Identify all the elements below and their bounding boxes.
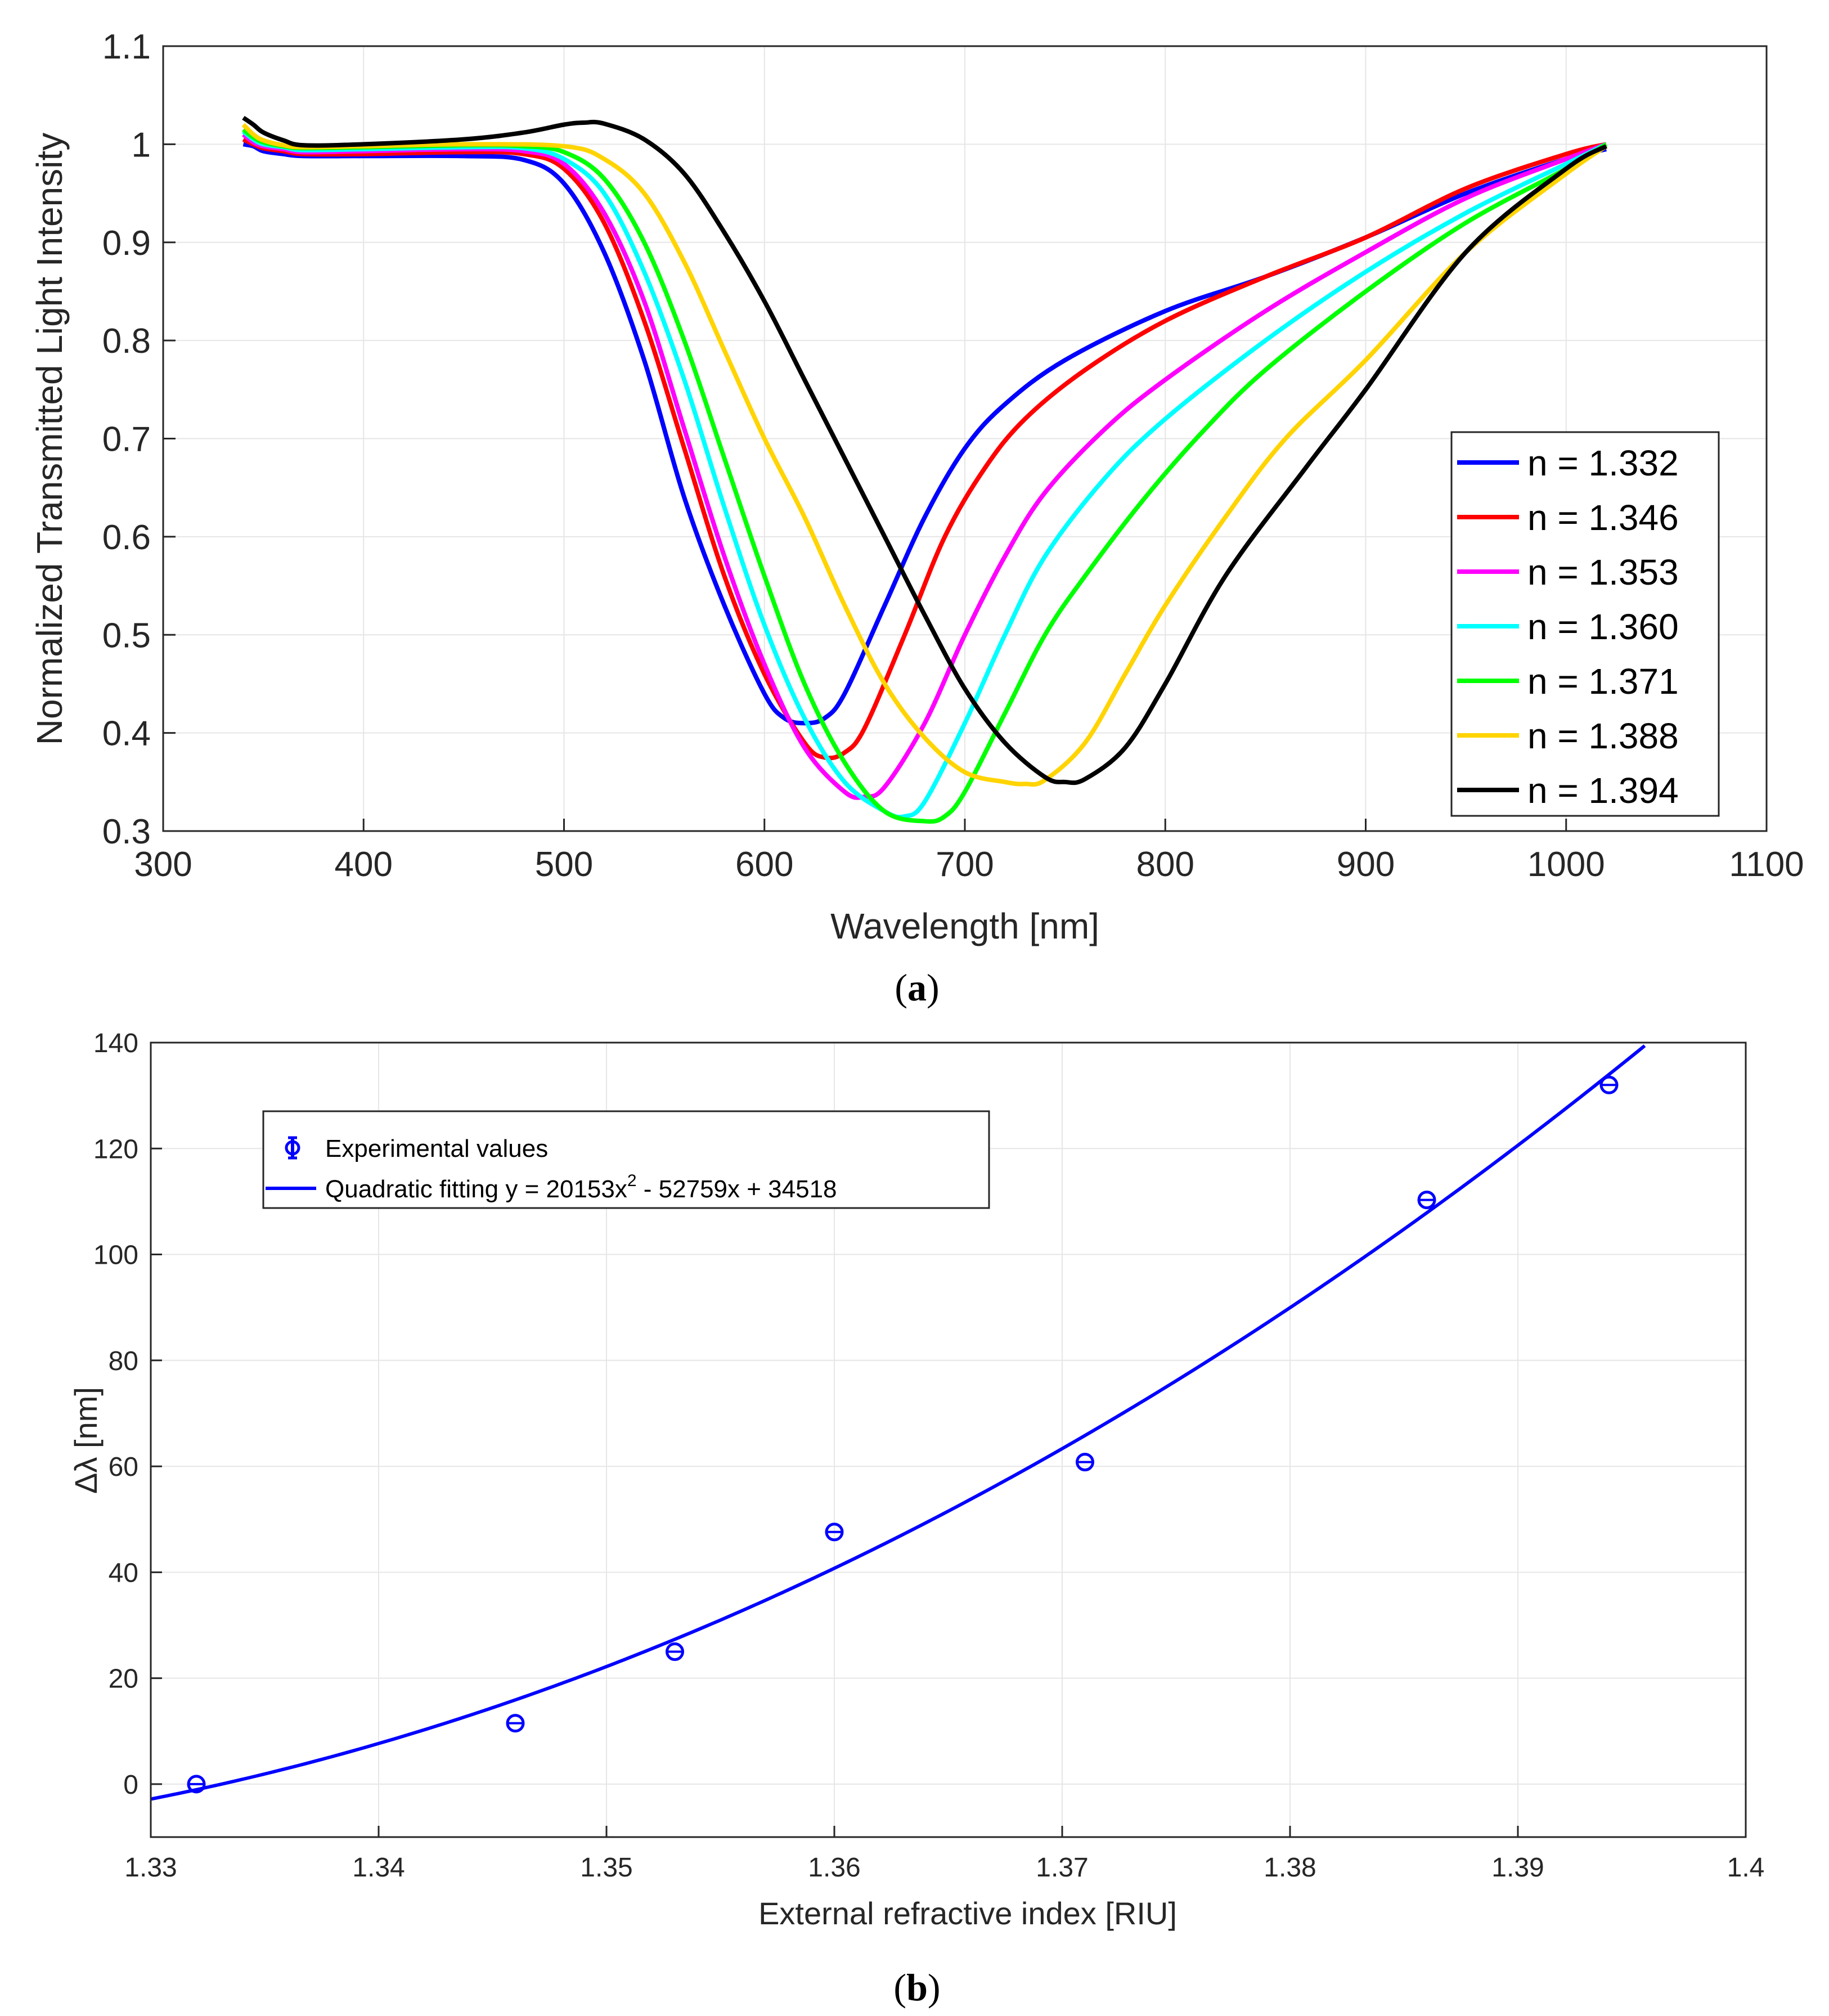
chart-b-y-tick-label: 40 bbox=[109, 1558, 138, 1588]
chart-b-points bbox=[187, 1075, 1619, 1794]
chart-b-y-tick-label: 140 bbox=[93, 1029, 138, 1058]
chart-b-x-tick-label: 1.34 bbox=[352, 1853, 405, 1883]
chart-a-x-tick-label: 400 bbox=[335, 845, 393, 884]
chart-b-point-3 bbox=[825, 1523, 844, 1542]
chart-a-legend-label-0: n = 1.332 bbox=[1527, 443, 1679, 483]
chart-a-legend-label-2: n = 1.353 bbox=[1527, 552, 1679, 592]
chart-a-x-tick-label: 600 bbox=[735, 845, 793, 884]
legend-fit-label: Quadratic fitting y = 20153x2 - 52759x +… bbox=[325, 1171, 837, 1203]
chart-b-y-tick-label: 20 bbox=[109, 1664, 138, 1694]
chart-a-legend-label-6: n = 1.394 bbox=[1527, 770, 1679, 811]
chart-b-legend: Experimental values Quadratic fitting y … bbox=[262, 1110, 990, 1209]
chart-a-series-line-2 bbox=[241, 132, 1607, 800]
legend-circle-marker bbox=[285, 1140, 300, 1156]
chart-b-x-label: External refractive index [RIU] bbox=[758, 1896, 1177, 1931]
chart-a-x-tick-label: 1100 bbox=[1729, 845, 1804, 884]
chart-b-y-tick-label: 0 bbox=[123, 1770, 138, 1800]
chart-b-x-tick-label: 1.33 bbox=[124, 1853, 177, 1883]
chart-b-y-ticks: 0 20 40 60 80 100 120 140 bbox=[93, 1029, 162, 1800]
chart-b-caption: (b) bbox=[893, 1966, 940, 2009]
chart-a-y-tick-label: 0.9 bbox=[102, 224, 151, 263]
chart-b-legend-box bbox=[262, 1110, 990, 1209]
chart-b-x-tick-label: 1.39 bbox=[1491, 1853, 1544, 1883]
chart-a-y-tick-label: 0.4 bbox=[102, 715, 151, 753]
chart-b-x-tick-label: 1.38 bbox=[1264, 1853, 1316, 1883]
chart-a-x-label: Wavelength [nm] bbox=[830, 906, 1099, 946]
chart-a: 300 400 500 600 700 800 900 1000 1100 0.30.40.50… bbox=[29, 28, 1804, 1009]
chart-a-x-tick-label: 500 bbox=[535, 845, 593, 884]
chart-b-x-tick-label: 1.35 bbox=[580, 1853, 632, 1883]
chart-a-series bbox=[241, 115, 1608, 824]
chart-b-x-tick-label: 1.4 bbox=[1727, 1853, 1765, 1883]
chart-a-series-line-6 bbox=[242, 115, 1607, 785]
chart-b-point-4 bbox=[1076, 1453, 1094, 1472]
chart-a-y-tick-label: 1 bbox=[132, 125, 151, 164]
chart-b-fit-curve bbox=[151, 1044, 1646, 1801]
chart-b-point-6 bbox=[1599, 1075, 1619, 1094]
chart-a-x-tick-label: 800 bbox=[1136, 845, 1194, 884]
chart-a-y-tick-label: 0.3 bbox=[102, 812, 151, 851]
chart-a-legend-label-1: n = 1.346 bbox=[1527, 497, 1679, 538]
chart-b-point-1 bbox=[506, 1714, 525, 1733]
chart-a-x-ticks: 300 400 500 600 700 800 900 1000 1100 bbox=[134, 819, 1804, 884]
chart-a-caption: (a) bbox=[895, 966, 939, 1009]
chart-a-x-tick-label: 300 bbox=[134, 845, 192, 884]
chart-a-legend: n = 1.332 n = 1.346 n = 1.353 n = 1.360 n = … bbox=[1450, 431, 1720, 817]
chart-b-y-tick-label: 60 bbox=[109, 1452, 138, 1482]
chart-a-series-line-1 bbox=[242, 137, 1607, 761]
chart-b-point-2 bbox=[666, 1642, 684, 1662]
chart-b-y-tick-label: 100 bbox=[93, 1241, 138, 1270]
chart-b-point-5 bbox=[1417, 1191, 1436, 1210]
chart-b-x-tick-label: 1.36 bbox=[808, 1853, 860, 1883]
chart-b: 1.33 1.34 1.35 1.36 1.37 1.38 1.39 1.4 0 20 40 60 8… bbox=[68, 1029, 1764, 2009]
chart-b-axes-box bbox=[150, 1041, 1747, 1838]
chart-a-x-tick-label: 900 bbox=[1337, 845, 1395, 884]
chart-a-series-line-5 bbox=[241, 123, 1608, 787]
chart-b-x-ticks: 1.33 1.34 1.35 1.36 1.37 1.38 1.39 1.4 bbox=[124, 1826, 1764, 1883]
chart-a-x-tick-label: 1000 bbox=[1527, 845, 1605, 884]
chart-a-y-tick-label: 0.7 bbox=[102, 420, 151, 459]
chart-a-legend-label-5: n = 1.388 bbox=[1527, 716, 1679, 756]
chart-b-fit-line bbox=[151, 1044, 1646, 1801]
chart-a-y-tick-label: 0.8 bbox=[102, 322, 151, 361]
legend-experimental-label: Experimental values bbox=[325, 1135, 548, 1162]
chart-a-y-tick-label: 0.5 bbox=[102, 616, 151, 655]
chart-a-y-tick-label: 1.1 bbox=[102, 28, 151, 66]
chart-b-y-tick-label: 120 bbox=[93, 1134, 138, 1164]
chart-a-y-ticks: 0.3 0.4 0.5 0.6 0.7 0.8 0.9 1 1.1 bbox=[102, 28, 176, 851]
chart-b-y-label: Δλ [nm] bbox=[68, 1387, 104, 1494]
chart-b-x-tick-label: 1.37 bbox=[1036, 1853, 1088, 1883]
chart-b-point-0 bbox=[187, 1775, 206, 1794]
chart-b-y-tick-label: 80 bbox=[109, 1346, 138, 1376]
chart-a-y-tick-label: 0.6 bbox=[102, 518, 151, 557]
chart-a-y-label: Normalized Transmitted Light Intensity bbox=[29, 133, 70, 745]
chart-a-legend-label-3: n = 1.360 bbox=[1527, 607, 1679, 647]
chart-a-x-tick-label: 700 bbox=[936, 845, 994, 884]
chart-a-legend-label-4: n = 1.371 bbox=[1527, 661, 1679, 702]
